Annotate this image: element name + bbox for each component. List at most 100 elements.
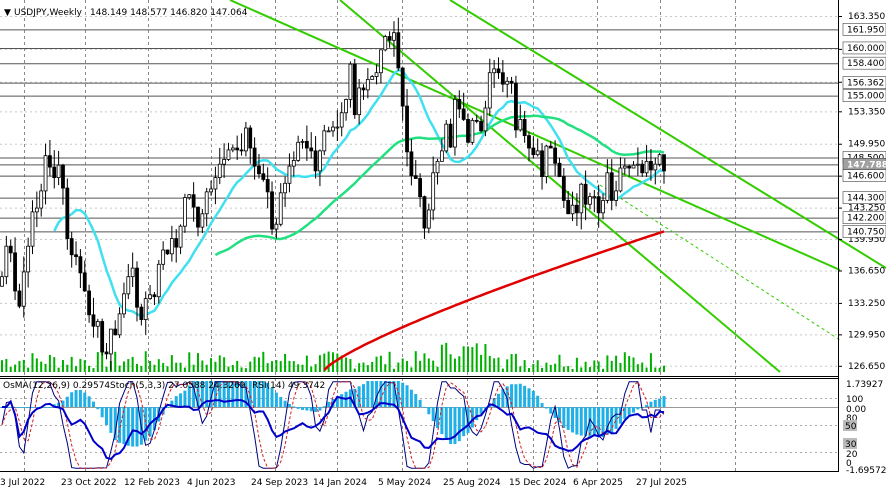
candle-body xyxy=(113,328,118,336)
volume-bar xyxy=(440,344,443,372)
volume-bar xyxy=(253,356,256,372)
osma-bar xyxy=(462,407,466,437)
osma-bar xyxy=(222,381,226,407)
volume-bar xyxy=(244,368,247,372)
volume-bar xyxy=(275,360,278,372)
volume-bar xyxy=(519,366,522,372)
candle-body xyxy=(296,141,301,161)
candle-body xyxy=(622,165,627,169)
volume-bar xyxy=(196,353,199,372)
candle-body xyxy=(400,67,405,107)
osc-level-box-0 xyxy=(843,420,857,431)
osma-bar xyxy=(283,400,287,407)
ohlc-values: 148.149 148.577 146.820 147.064 xyxy=(90,8,248,18)
candle-body xyxy=(574,204,579,214)
level-label-box xyxy=(842,211,886,224)
volume-bar xyxy=(588,367,591,372)
volume-bar xyxy=(210,358,213,372)
candle-body xyxy=(579,183,584,214)
osma-bar xyxy=(431,407,435,422)
osc-level-box-1 xyxy=(843,438,857,449)
candle-body xyxy=(505,80,510,85)
osma-bar xyxy=(91,401,95,407)
volume-bar xyxy=(227,366,230,372)
volume-bar xyxy=(449,354,452,372)
axis-label-163.350: 163.350 xyxy=(848,12,885,22)
volume-bar xyxy=(541,367,544,372)
candle-body xyxy=(522,119,527,137)
osma-bar xyxy=(597,407,601,438)
horizontal-levels xyxy=(0,29,838,233)
volume-bar xyxy=(445,342,448,372)
osma-bar xyxy=(636,407,640,410)
level-label-140.750: 140.750 xyxy=(847,227,884,237)
volume-bar xyxy=(249,361,252,372)
osma-bar xyxy=(135,407,139,447)
osma-bar xyxy=(292,406,296,408)
osma-bar xyxy=(449,407,453,445)
osma-bar xyxy=(566,407,570,430)
volume-bar xyxy=(114,351,117,372)
osma-bar xyxy=(70,392,74,407)
level-label-box xyxy=(842,169,886,182)
candle-body xyxy=(261,173,266,180)
channel-line-0 xyxy=(229,0,841,271)
osma-bar xyxy=(131,407,135,447)
time-label-6: 5 May 2024 xyxy=(378,478,431,488)
volume-bar xyxy=(83,360,86,372)
volume-bar xyxy=(493,358,496,372)
osma-bar xyxy=(22,407,26,408)
osma-bar xyxy=(174,396,178,407)
candle-body xyxy=(222,159,227,165)
osma-bar xyxy=(65,396,69,407)
candle-body xyxy=(331,126,335,132)
candle-body xyxy=(191,194,196,208)
volume-bar xyxy=(127,359,130,372)
volume-bar xyxy=(122,361,125,372)
volume-bar xyxy=(96,352,99,372)
candle-body xyxy=(39,190,44,209)
volume-bar xyxy=(257,357,260,372)
volume-bar xyxy=(27,367,30,372)
volume-bar xyxy=(153,364,156,372)
axis-label-129.950: 129.950 xyxy=(848,330,885,340)
candle-body xyxy=(344,99,348,114)
candle-body xyxy=(357,87,362,116)
osma-bar xyxy=(9,407,13,408)
osma-bar xyxy=(322,406,326,408)
candle-body xyxy=(588,196,592,205)
candle-body xyxy=(165,249,170,255)
osma-bar xyxy=(266,382,270,407)
candle-body xyxy=(235,147,240,151)
ma-slow-line xyxy=(323,230,665,371)
volume-bar xyxy=(632,357,635,372)
osma-bar xyxy=(296,407,300,409)
candle-body xyxy=(43,155,48,192)
candle-body xyxy=(470,119,475,143)
volume-bar xyxy=(480,354,483,372)
candle-body xyxy=(291,160,296,167)
osma-bar xyxy=(244,381,248,407)
volume-bar xyxy=(131,356,134,372)
volume-bar xyxy=(358,363,361,372)
candle-body xyxy=(283,182,287,194)
volume-bar xyxy=(462,346,465,372)
osma-bar xyxy=(453,407,457,445)
osma-bar xyxy=(405,385,409,407)
osma-bar xyxy=(96,407,100,410)
volume-bar xyxy=(75,366,78,372)
volume-bar xyxy=(310,366,313,372)
candle-body xyxy=(370,76,375,80)
osma-bar xyxy=(179,393,183,407)
candle-body xyxy=(156,263,161,298)
candle-body xyxy=(557,162,562,178)
osma-bar xyxy=(353,388,357,407)
osma-bar xyxy=(213,381,217,407)
candle-body xyxy=(82,272,87,292)
osma-bar xyxy=(375,381,379,407)
volume-bar xyxy=(527,368,530,372)
trend-channel xyxy=(229,0,886,373)
osma-bar xyxy=(126,407,130,446)
candle-body xyxy=(614,190,618,201)
